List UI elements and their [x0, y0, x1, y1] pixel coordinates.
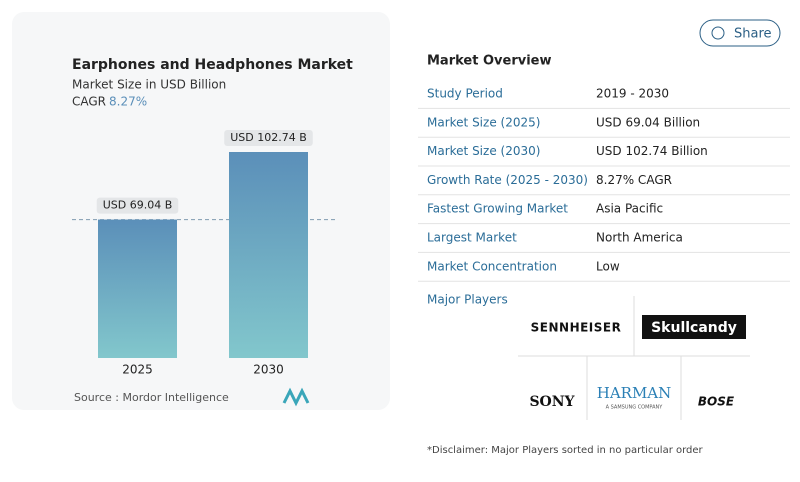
row-value: Asia Pacific	[596, 202, 663, 216]
row-value: USD 102.74 Billion	[596, 144, 708, 158]
bar	[229, 152, 308, 358]
value-label-box	[224, 130, 313, 146]
row-label: Largest Market	[427, 231, 517, 245]
row-value: 8.27% CAGR	[596, 173, 672, 187]
bar	[98, 219, 177, 358]
row-label: Growth Rate (2025 - 2030)	[427, 173, 588, 187]
row-label: Fastest Growing Market	[427, 202, 568, 216]
logo-sony: SONY	[529, 394, 575, 410]
row-value: 2019 - 2030	[596, 87, 669, 101]
value-label-box	[96, 197, 179, 214]
share-button[interactable]: Share	[699, 19, 781, 47]
players-title: Major Players	[427, 293, 508, 307]
source-logo	[282, 387, 310, 407]
x-tick-label: 2030	[253, 363, 284, 377]
logo-harman: HARMAN	[597, 384, 672, 402]
value-label: USD 102.74 B	[230, 131, 307, 144]
cagr-value: 8.27%	[109, 95, 147, 109]
row-value: North America	[596, 231, 683, 245]
overview-title: Market Overview	[427, 54, 551, 69]
logo-harman-note: A SAMSUNG COMPANY	[606, 405, 664, 411]
share-label[interactable]: Share	[734, 27, 772, 42]
chart-title: Earphones and Headphones Market	[72, 57, 353, 73]
value-label: USD 69.04 B	[103, 199, 173, 212]
logo-bose: BOSE	[698, 395, 735, 409]
row-value: USD 69.04 Billion	[596, 115, 700, 129]
logo-sennheiser: SENNHEISER	[531, 321, 622, 335]
row-label: Market Size (2030)	[427, 144, 540, 158]
x-tick-label: 2025	[122, 363, 153, 377]
source: Source : Mordor Intelligence	[74, 391, 229, 404]
logo-box	[642, 315, 746, 339]
row-label: Study Period	[427, 87, 503, 101]
chart-subtitle: Market Size in USD Billion	[72, 78, 226, 92]
row-label: Market Size (2025)	[427, 115, 540, 129]
disclaimer: *Disclaimer: Major Players sorted in no …	[427, 445, 704, 456]
share-icon	[711, 26, 725, 40]
logo-skullcandy: Skullcandy	[651, 320, 737, 336]
share-outline[interactable]	[699, 19, 781, 47]
row-label: Market Concentration	[427, 259, 557, 273]
row-value: Low	[596, 259, 620, 273]
cagr-label: CAGR	[72, 95, 106, 109]
